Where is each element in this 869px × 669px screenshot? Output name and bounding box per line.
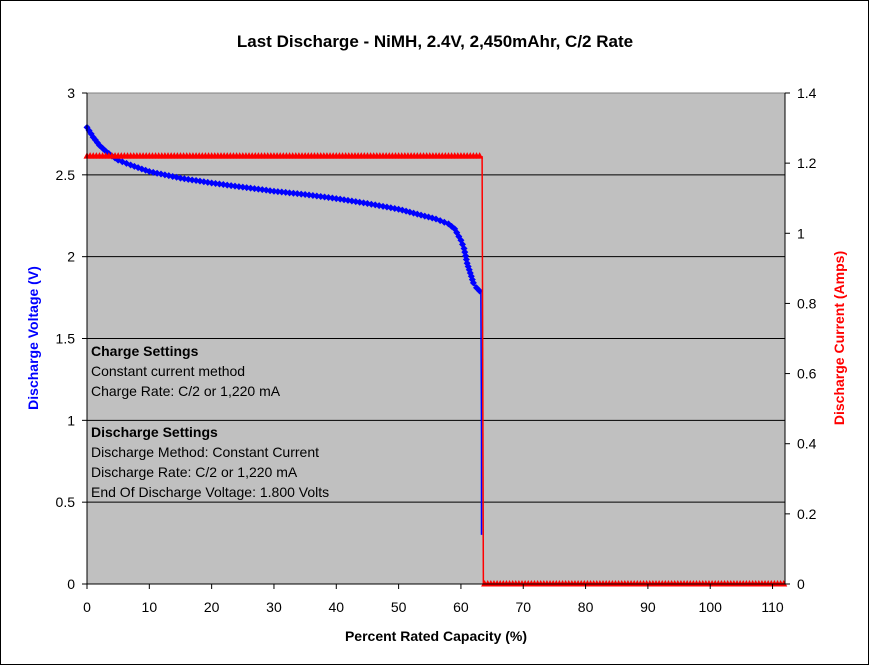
x-tick-label-0: 0 xyxy=(83,599,91,615)
y-left-tick-label-2.5: 2.5 xyxy=(56,167,76,183)
y-right-tick-label-1.2: 1.2 xyxy=(797,155,817,171)
annotation-line-1-1: Discharge Rate: C/2 or 1,220 mA xyxy=(91,464,298,480)
gridlines xyxy=(87,174,785,503)
x-tick-label-80: 80 xyxy=(578,599,594,615)
y-right-tick-label-0: 0 xyxy=(797,576,805,592)
x-tick-label-10: 10 xyxy=(142,599,158,615)
y-left-tick-label-2: 2 xyxy=(67,249,75,265)
series-4-point xyxy=(780,580,788,587)
annotation-heading-1: Discharge Settings xyxy=(91,424,218,440)
x-tick-label-110: 110 xyxy=(761,599,784,615)
y-left-tick-label-0.5: 0.5 xyxy=(56,494,76,510)
y-right-tick-label-0.8: 0.8 xyxy=(797,295,817,311)
annotations: Charge Settings Constant current method Ch… xyxy=(91,343,329,500)
x-tick-label-100: 100 xyxy=(699,599,723,615)
series-0-point xyxy=(122,159,130,167)
x-tick-label-70: 70 xyxy=(515,599,531,615)
x-axis-label: Percent Rated Capacity (%) xyxy=(345,628,527,644)
annotation-line-1-2: End Of Discharge Voltage: 1.800 Volts xyxy=(91,484,329,500)
annotation-line-0-0: Constant current method xyxy=(91,363,245,379)
annotation-line-1-0: Discharge Method: Constant Current xyxy=(91,444,319,460)
y-left-tick-label-1: 1 xyxy=(67,412,75,428)
annotation-line-0-1: Charge Rate: C/2 or 1,220 mA xyxy=(91,383,281,399)
series-0-point xyxy=(469,279,477,287)
y-right-tick-label-0.4: 0.4 xyxy=(797,436,817,452)
y-right-tick-label-0.6: 0.6 xyxy=(797,366,817,382)
y-axis-label-left: Discharge Voltage (V) xyxy=(25,266,41,410)
x-tick-label-60: 60 xyxy=(453,599,469,615)
x-tick-label-40: 40 xyxy=(328,599,344,615)
x-tick-label-30: 30 xyxy=(266,599,282,615)
x-tick-label-20: 20 xyxy=(204,599,220,615)
y-left-tick-label-0: 0 xyxy=(67,576,75,592)
annotation-heading-0: Charge Settings xyxy=(91,343,199,359)
series-1-line xyxy=(480,291,483,535)
y-left-tick-label-3: 3 xyxy=(67,85,75,101)
y-axis-label-right: Discharge Current (Amps) xyxy=(831,251,847,425)
series-3-line xyxy=(481,156,485,585)
y-left-tick-label-1.5: 1.5 xyxy=(56,331,76,347)
y-right-tick-label-1: 1 xyxy=(797,225,805,241)
y-right-tick-label-1.4: 1.4 xyxy=(797,85,817,101)
x-tick-label-50: 50 xyxy=(391,599,407,615)
x-tick-label-90: 90 xyxy=(640,599,656,615)
chart-title: Last Discharge - NiMH, 2.4V, 2,450mAhr, … xyxy=(237,32,633,51)
y-right-tick-label-0.2: 0.2 xyxy=(797,506,817,522)
